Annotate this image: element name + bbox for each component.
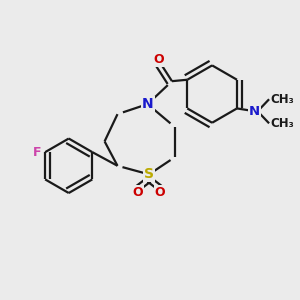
Text: N: N — [142, 97, 153, 111]
Text: S: S — [144, 167, 154, 182]
Text: O: O — [133, 186, 143, 199]
Text: O: O — [154, 53, 164, 66]
Text: N: N — [249, 105, 260, 118]
Text: F: F — [33, 146, 41, 159]
Text: CH₃: CH₃ — [271, 93, 294, 106]
Text: O: O — [154, 186, 165, 199]
Text: CH₃: CH₃ — [271, 117, 294, 130]
